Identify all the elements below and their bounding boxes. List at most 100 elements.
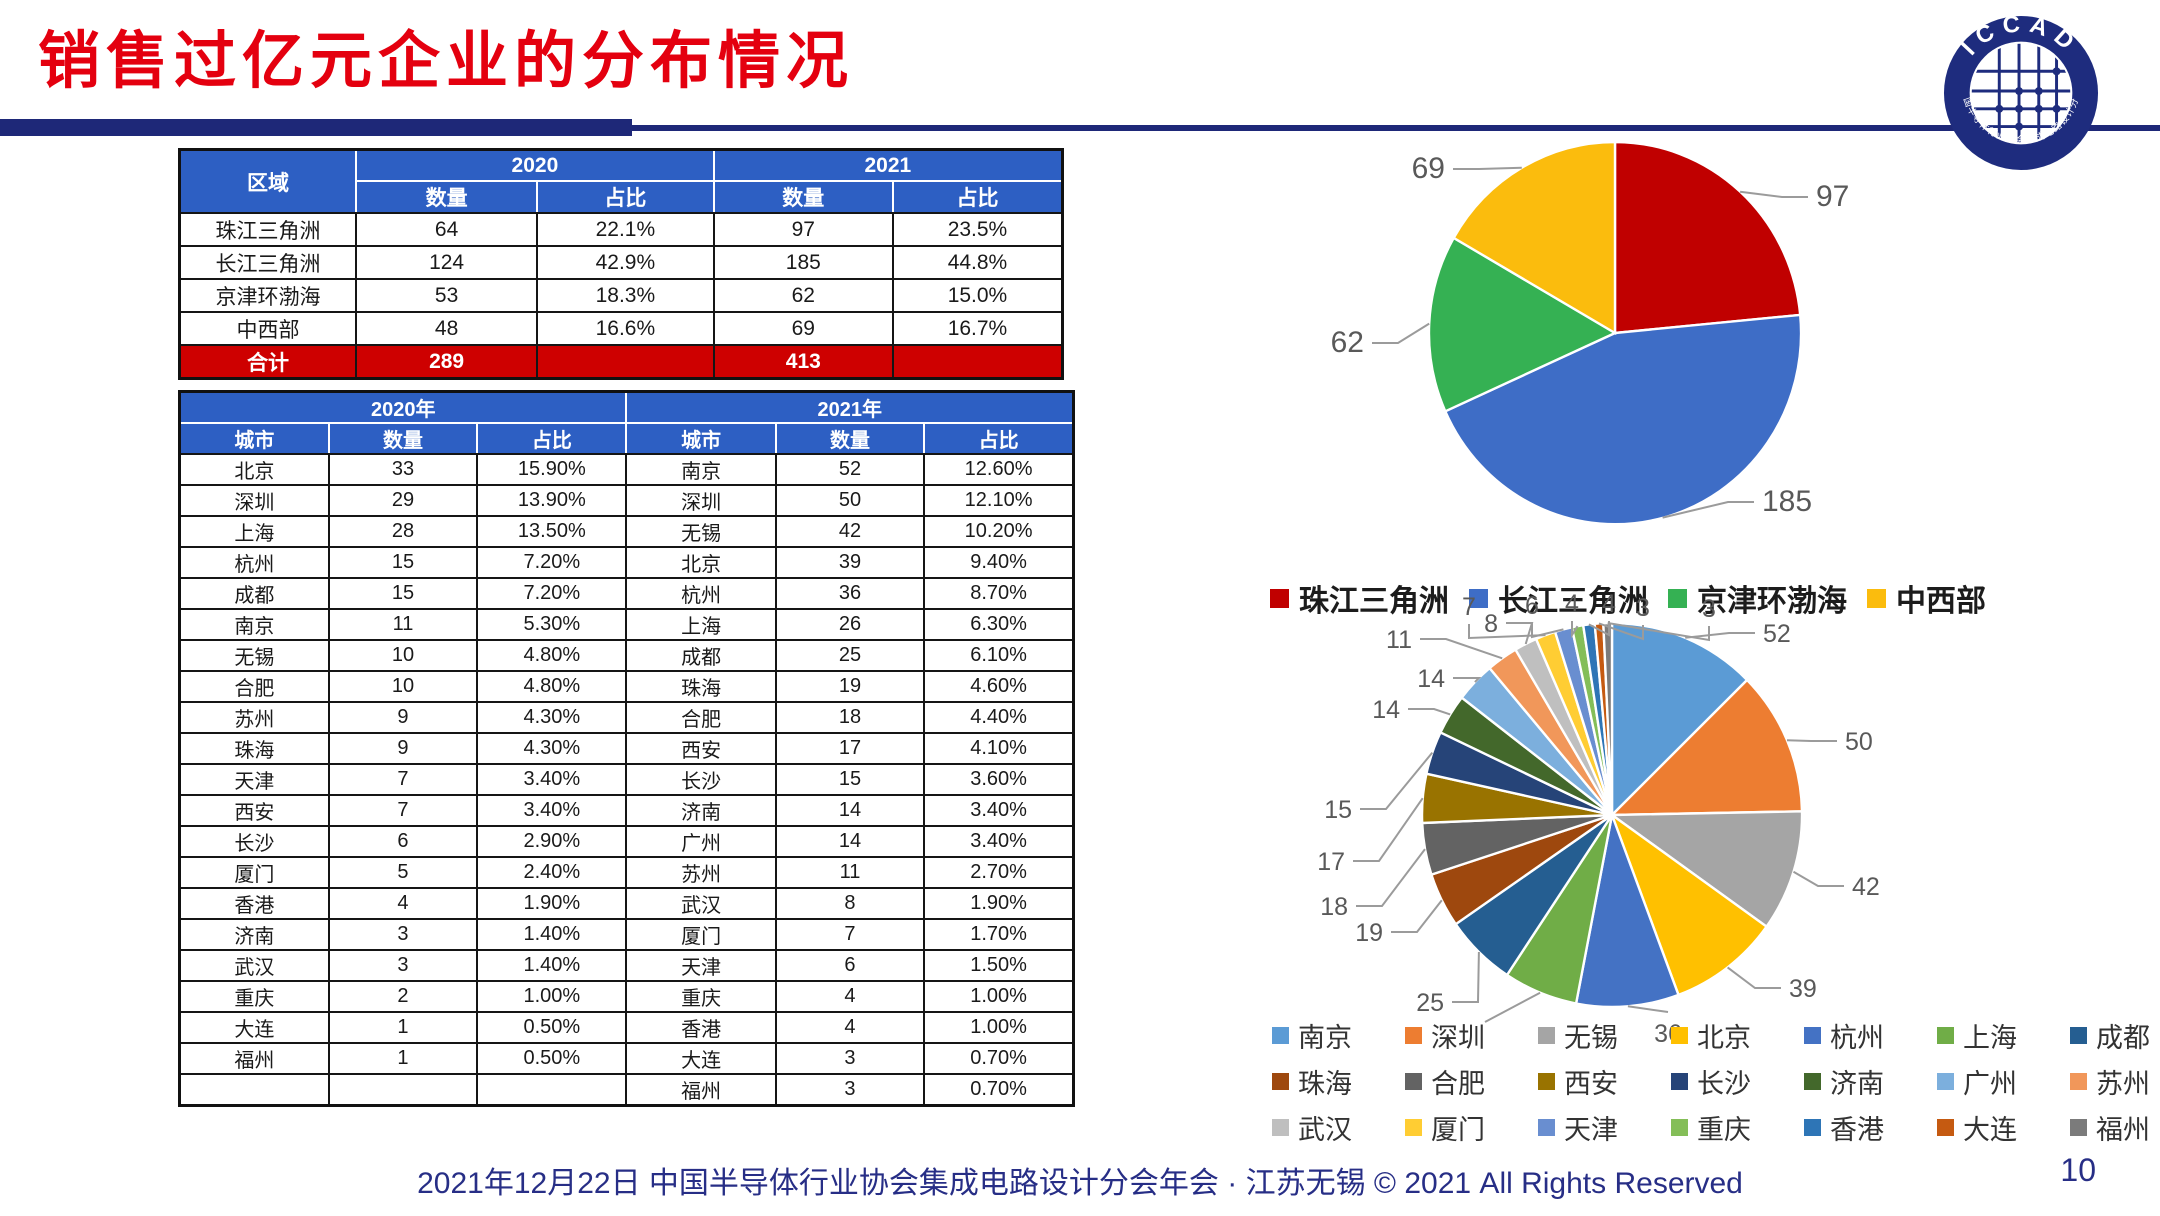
table-cell: 64: [355, 212, 539, 247]
data-label-leader: [1739, 190, 1808, 198]
table-cell: 2: [327, 980, 479, 1013]
page-number: 10: [2060, 1152, 2096, 1188]
table-cell: 52: [774, 453, 926, 486]
city-table-row: 无锡 10 4.80% 成都 25 6.10%: [178, 639, 1075, 672]
data-label: 19: [1355, 919, 1383, 947]
legend-item-上海: 上海: [1937, 1020, 2070, 1053]
region-table-year-2021: 2021: [712, 148, 1064, 182]
legend-swatch-icon: [1671, 1072, 1688, 1090]
legend-item-武汉: 武汉: [1272, 1112, 1405, 1145]
city-table-row: 合肥 10 4.80% 珠海 19 4.60%: [178, 670, 1075, 703]
table-cell: 12.10%: [923, 484, 1075, 517]
data-label: 39: [1789, 975, 1817, 1003]
legend-regions: 珠江三角洲 长江三角洲 京津环渤海 中西部: [1270, 576, 1986, 620]
legend-swatch-icon: [1272, 1026, 1289, 1044]
iccad-logo-icon: ICCAD 中国半导体行业协会集成电路设计分会: [1942, 14, 2099, 171]
pie-slice-香港: [1581, 622, 1614, 816]
region-table-row: 珠江三角洲 64 22.1% 97 23.5%: [178, 212, 1064, 247]
region-table-body: 珠江三角洲 64 22.1% 97 23.5% 长江三角洲 124 42.9% 185 44.8%…: [178, 212, 1064, 380]
data-label: 185: [1762, 485, 1812, 518]
table-cell: 4.60%: [923, 670, 1075, 703]
city-table-row: 长沙 6 2.90% 广州 14 3.40%: [178, 825, 1075, 858]
table-cell: 中西部: [178, 311, 358, 346]
table-cell: 6.30%: [923, 608, 1075, 641]
data-label-leader: [1372, 322, 1430, 344]
pie-slice-深圳: [1609, 678, 1804, 817]
table-cell: 14: [774, 794, 926, 827]
data-label-leader: [1627, 1005, 1669, 1013]
table-cell: 10: [327, 639, 479, 672]
legend-swatch-icon: [1270, 588, 1289, 608]
pie-slice-天津: [1553, 625, 1614, 816]
legend-swatch-icon: [1405, 1026, 1422, 1044]
data-label: 14: [1417, 665, 1445, 693]
legend-label: 珠海: [1298, 1068, 1352, 1099]
legend-label: 武汉: [1298, 1114, 1352, 1145]
legend-label: 苏州: [2096, 1068, 2150, 1099]
data-label-leader: [1506, 622, 1534, 645]
table-cell: 3.40%: [923, 825, 1075, 858]
table-cell: 2.70%: [923, 856, 1075, 889]
table-cell: 6: [774, 949, 926, 982]
table-cell: 6: [327, 825, 479, 858]
region-table-year-2020: 2020: [355, 148, 715, 182]
table-cell: 3.40%: [923, 794, 1075, 827]
table-cell: 长江三角洲: [178, 245, 358, 280]
legend-label: 福州: [2096, 1114, 2150, 1145]
table-cell: 413: [712, 344, 894, 380]
legend-swatch-icon: [1867, 588, 1886, 608]
table-cell: 2.90%: [476, 825, 628, 858]
legend-label: 成都: [2096, 1022, 2150, 1053]
table-cell: 珠海: [625, 670, 777, 703]
table-cell: 42: [774, 515, 926, 548]
city-table-header-count: 数量: [774, 422, 926, 455]
table-cell: 北京: [178, 453, 330, 486]
table-cell: 香港: [178, 887, 330, 920]
table-cell: 苏州: [178, 701, 330, 734]
table-cell: 124: [355, 245, 539, 280]
pie-slice-上海: [1505, 814, 1614, 1005]
table-cell: 5.30%: [476, 608, 628, 641]
data-label-leader: [1360, 751, 1434, 810]
legend-swatch-icon: [1272, 1118, 1289, 1136]
pie-slice-长江三角洲: [1443, 313, 1803, 526]
table-cell: [327, 1073, 479, 1107]
legend-label: 珠江三角洲: [1299, 585, 1449, 618]
logo-circuit-dots: [1995, 67, 2061, 131]
table-cell: 1.90%: [923, 887, 1075, 920]
table-cell: 1.40%: [476, 949, 628, 982]
table-cell: 济南: [625, 794, 777, 827]
table-cell: 7: [327, 763, 479, 796]
legend-item-深圳: 深圳: [1405, 1020, 1538, 1053]
legend-item-重庆: 重庆: [1671, 1112, 1804, 1145]
region-table-row: 长江三角洲 124 42.9% 185 44.8%: [178, 245, 1064, 280]
legend-item-珠海: 珠海: [1272, 1066, 1405, 1099]
table-cell: 22.1%: [536, 212, 715, 247]
legend-label: 西安: [1564, 1068, 1618, 1099]
data-label: 14: [1372, 696, 1400, 724]
table-cell: 南京: [178, 608, 330, 641]
table-cell: 18: [774, 701, 926, 734]
pie-slice-珠江三角洲: [1613, 140, 1802, 335]
table-cell: 3: [327, 918, 479, 951]
legend-swatch-icon: [1937, 1118, 1954, 1136]
data-label: 18: [1320, 893, 1348, 921]
legend-swatch-icon: [2070, 1118, 2087, 1136]
table-cell: 北京: [625, 546, 777, 579]
table-cell: 29: [327, 484, 479, 517]
table-cell: 185: [712, 245, 894, 280]
table-cell: 福州: [625, 1073, 777, 1107]
table-cell: 6.10%: [923, 639, 1075, 672]
table-cell: 9.40%: [923, 546, 1075, 579]
data-label-leader: [1792, 870, 1844, 887]
legend-item-苏州: 苏州: [2070, 1066, 2160, 1099]
city-table-row: 珠海 9 4.30% 西安 17 4.10%: [178, 732, 1075, 765]
region-table-header-count: 数量: [355, 180, 539, 214]
table-cell: 厦门: [625, 918, 777, 951]
legend-swatch-icon: [1272, 1072, 1289, 1090]
table-cell: 深圳: [178, 484, 330, 517]
city-table-row: 深圳 29 13.90% 深圳 50 12.10%: [178, 484, 1075, 517]
legend-swatch-icon: [1804, 1026, 1821, 1044]
table-cell: 12.60%: [923, 453, 1075, 486]
table-cell: 珠海: [178, 732, 330, 765]
